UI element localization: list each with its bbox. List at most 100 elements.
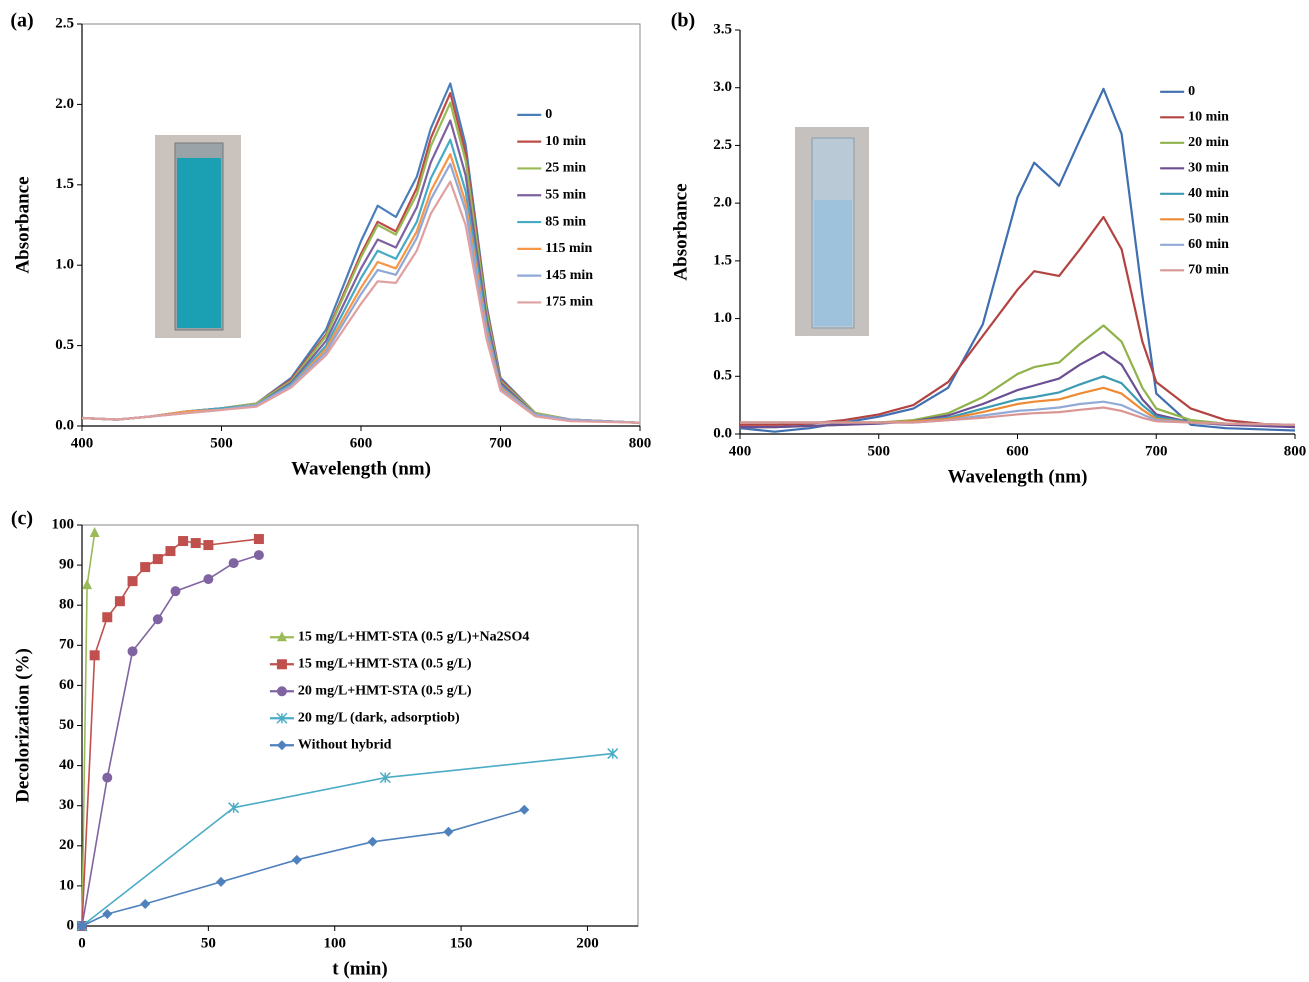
y-axis-title: Decolorization (%) <box>12 648 33 803</box>
marker <box>276 631 287 642</box>
series-line <box>740 350 1296 429</box>
series-line <box>81 538 259 927</box>
chart-panel: 0 10 20 30 40 50 60 70 80 90 100 0 50 100 150 200 (c) t (… <box>11 508 639 979</box>
series-line <box>740 406 1296 426</box>
plot-frame <box>81 524 639 927</box>
y-tick-label: 0.0 <box>713 425 732 441</box>
y-tick-label: 0.0 <box>55 417 74 433</box>
legend-label: 15 mg/L+HMT-STA (0.5 g/L) <box>298 656 472 671</box>
x-tick-label: 400 <box>71 435 94 451</box>
legend-label: 10 min <box>545 134 586 149</box>
legend-label: 0 <box>545 107 552 122</box>
y-tick-label: 10 <box>59 877 74 893</box>
series-line <box>81 808 525 927</box>
marker <box>253 534 264 545</box>
y-axis-title: Absorbance <box>670 183 691 280</box>
y-tick-label: 1.0 <box>713 310 732 326</box>
y-tick-label: 90 <box>59 557 74 573</box>
series-line <box>81 554 260 927</box>
marker <box>607 748 619 760</box>
y-tick-label: 1.5 <box>55 176 74 192</box>
legend-label: 70 min <box>1188 263 1229 278</box>
legend-label: 175 min <box>545 295 593 310</box>
marker <box>152 554 163 565</box>
x-tick-label: 700 <box>489 435 512 451</box>
x-tick-label: 0 <box>78 935 86 951</box>
legend-label: 115 min <box>545 241 592 256</box>
marker <box>216 876 226 887</box>
legend-label: 60 min <box>1188 237 1229 252</box>
series-line <box>740 375 1296 426</box>
y-tick-label: 2.0 <box>55 96 74 112</box>
marker <box>379 772 391 784</box>
marker <box>102 772 113 783</box>
cuvette-photo-b <box>795 127 869 336</box>
x-axis-title: t (min) <box>332 958 387 979</box>
marker <box>519 804 530 815</box>
marker <box>170 586 181 597</box>
marker <box>276 686 287 697</box>
marker <box>89 527 100 538</box>
y-tick-label: 2.5 <box>55 15 74 31</box>
legend-label: 55 min <box>545 187 586 202</box>
legend-label: 20 mg/L (dark, adsorptiob) <box>298 710 460 725</box>
marker <box>443 826 454 837</box>
marker <box>253 550 264 561</box>
marker <box>228 558 239 569</box>
y-tick-label: 50 <box>59 717 74 733</box>
marker <box>77 921 87 931</box>
y-tick-label: 1.0 <box>55 257 74 273</box>
legend-label: 10 min <box>1188 110 1229 125</box>
legend-label: 15 mg/L+HMT-STA (0.5 g/L)+Na2SO4 <box>298 629 529 644</box>
marker <box>203 574 214 585</box>
y-tick-label: 20 <box>59 837 74 853</box>
y-tick-label: 2.5 <box>713 137 732 153</box>
marker <box>152 614 163 625</box>
panel-label: (c) <box>11 508 33 530</box>
cuvette-liquid <box>814 200 852 326</box>
series-line <box>81 180 641 424</box>
legend-label: 30 min <box>1188 161 1229 176</box>
legend-label: 145 min <box>545 268 593 283</box>
x-tick-label: 50 <box>201 935 216 951</box>
x-tick-label: 600 <box>350 435 373 451</box>
marker <box>291 854 302 865</box>
marker <box>127 576 138 587</box>
marker <box>140 562 151 573</box>
panel-label: (a) <box>10 10 33 32</box>
marker <box>89 650 100 661</box>
marker <box>127 646 138 657</box>
marker <box>165 546 176 557</box>
y-tick-label: 80 <box>59 597 74 613</box>
x-tick-label: 800 <box>1284 443 1307 459</box>
marker <box>178 536 189 547</box>
y-tick-label: 2.0 <box>713 195 732 211</box>
cuvette-liquid <box>177 158 221 328</box>
y-tick-label: 0.5 <box>55 337 74 353</box>
legend-label: 85 min <box>545 214 586 229</box>
legend-label: 25 min <box>545 161 586 176</box>
y-tick-label: 0.5 <box>713 368 732 384</box>
x-axis-title: Wavelength (nm) <box>948 466 1088 487</box>
y-axis-title: Absorbance <box>12 176 33 273</box>
y-tick-label: 30 <box>59 797 74 813</box>
cuvette-photo-a <box>155 135 241 338</box>
marker <box>276 740 287 751</box>
marker <box>190 538 201 549</box>
x-axis-title: Wavelength (nm) <box>291 458 431 479</box>
series-line <box>740 215 1296 429</box>
legend-label: 20 min <box>1188 135 1229 150</box>
legend-label: Without hybrid <box>298 737 392 752</box>
series-line <box>81 752 613 927</box>
panel-label: (b) <box>671 10 695 32</box>
legend-label: 0 <box>1188 84 1195 99</box>
x-tick-label: 200 <box>576 935 599 951</box>
series-line <box>740 386 1296 426</box>
marker <box>276 659 287 670</box>
marker <box>367 836 378 847</box>
marker <box>82 579 93 590</box>
x-tick-label: 600 <box>1006 443 1029 459</box>
chart-panel: 0.0 0.5 1.0 1.5 2.0 2.5 3.0 3.5 400 500 600 700 800 (… <box>670 10 1306 488</box>
y-tick-label: 100 <box>52 516 75 532</box>
